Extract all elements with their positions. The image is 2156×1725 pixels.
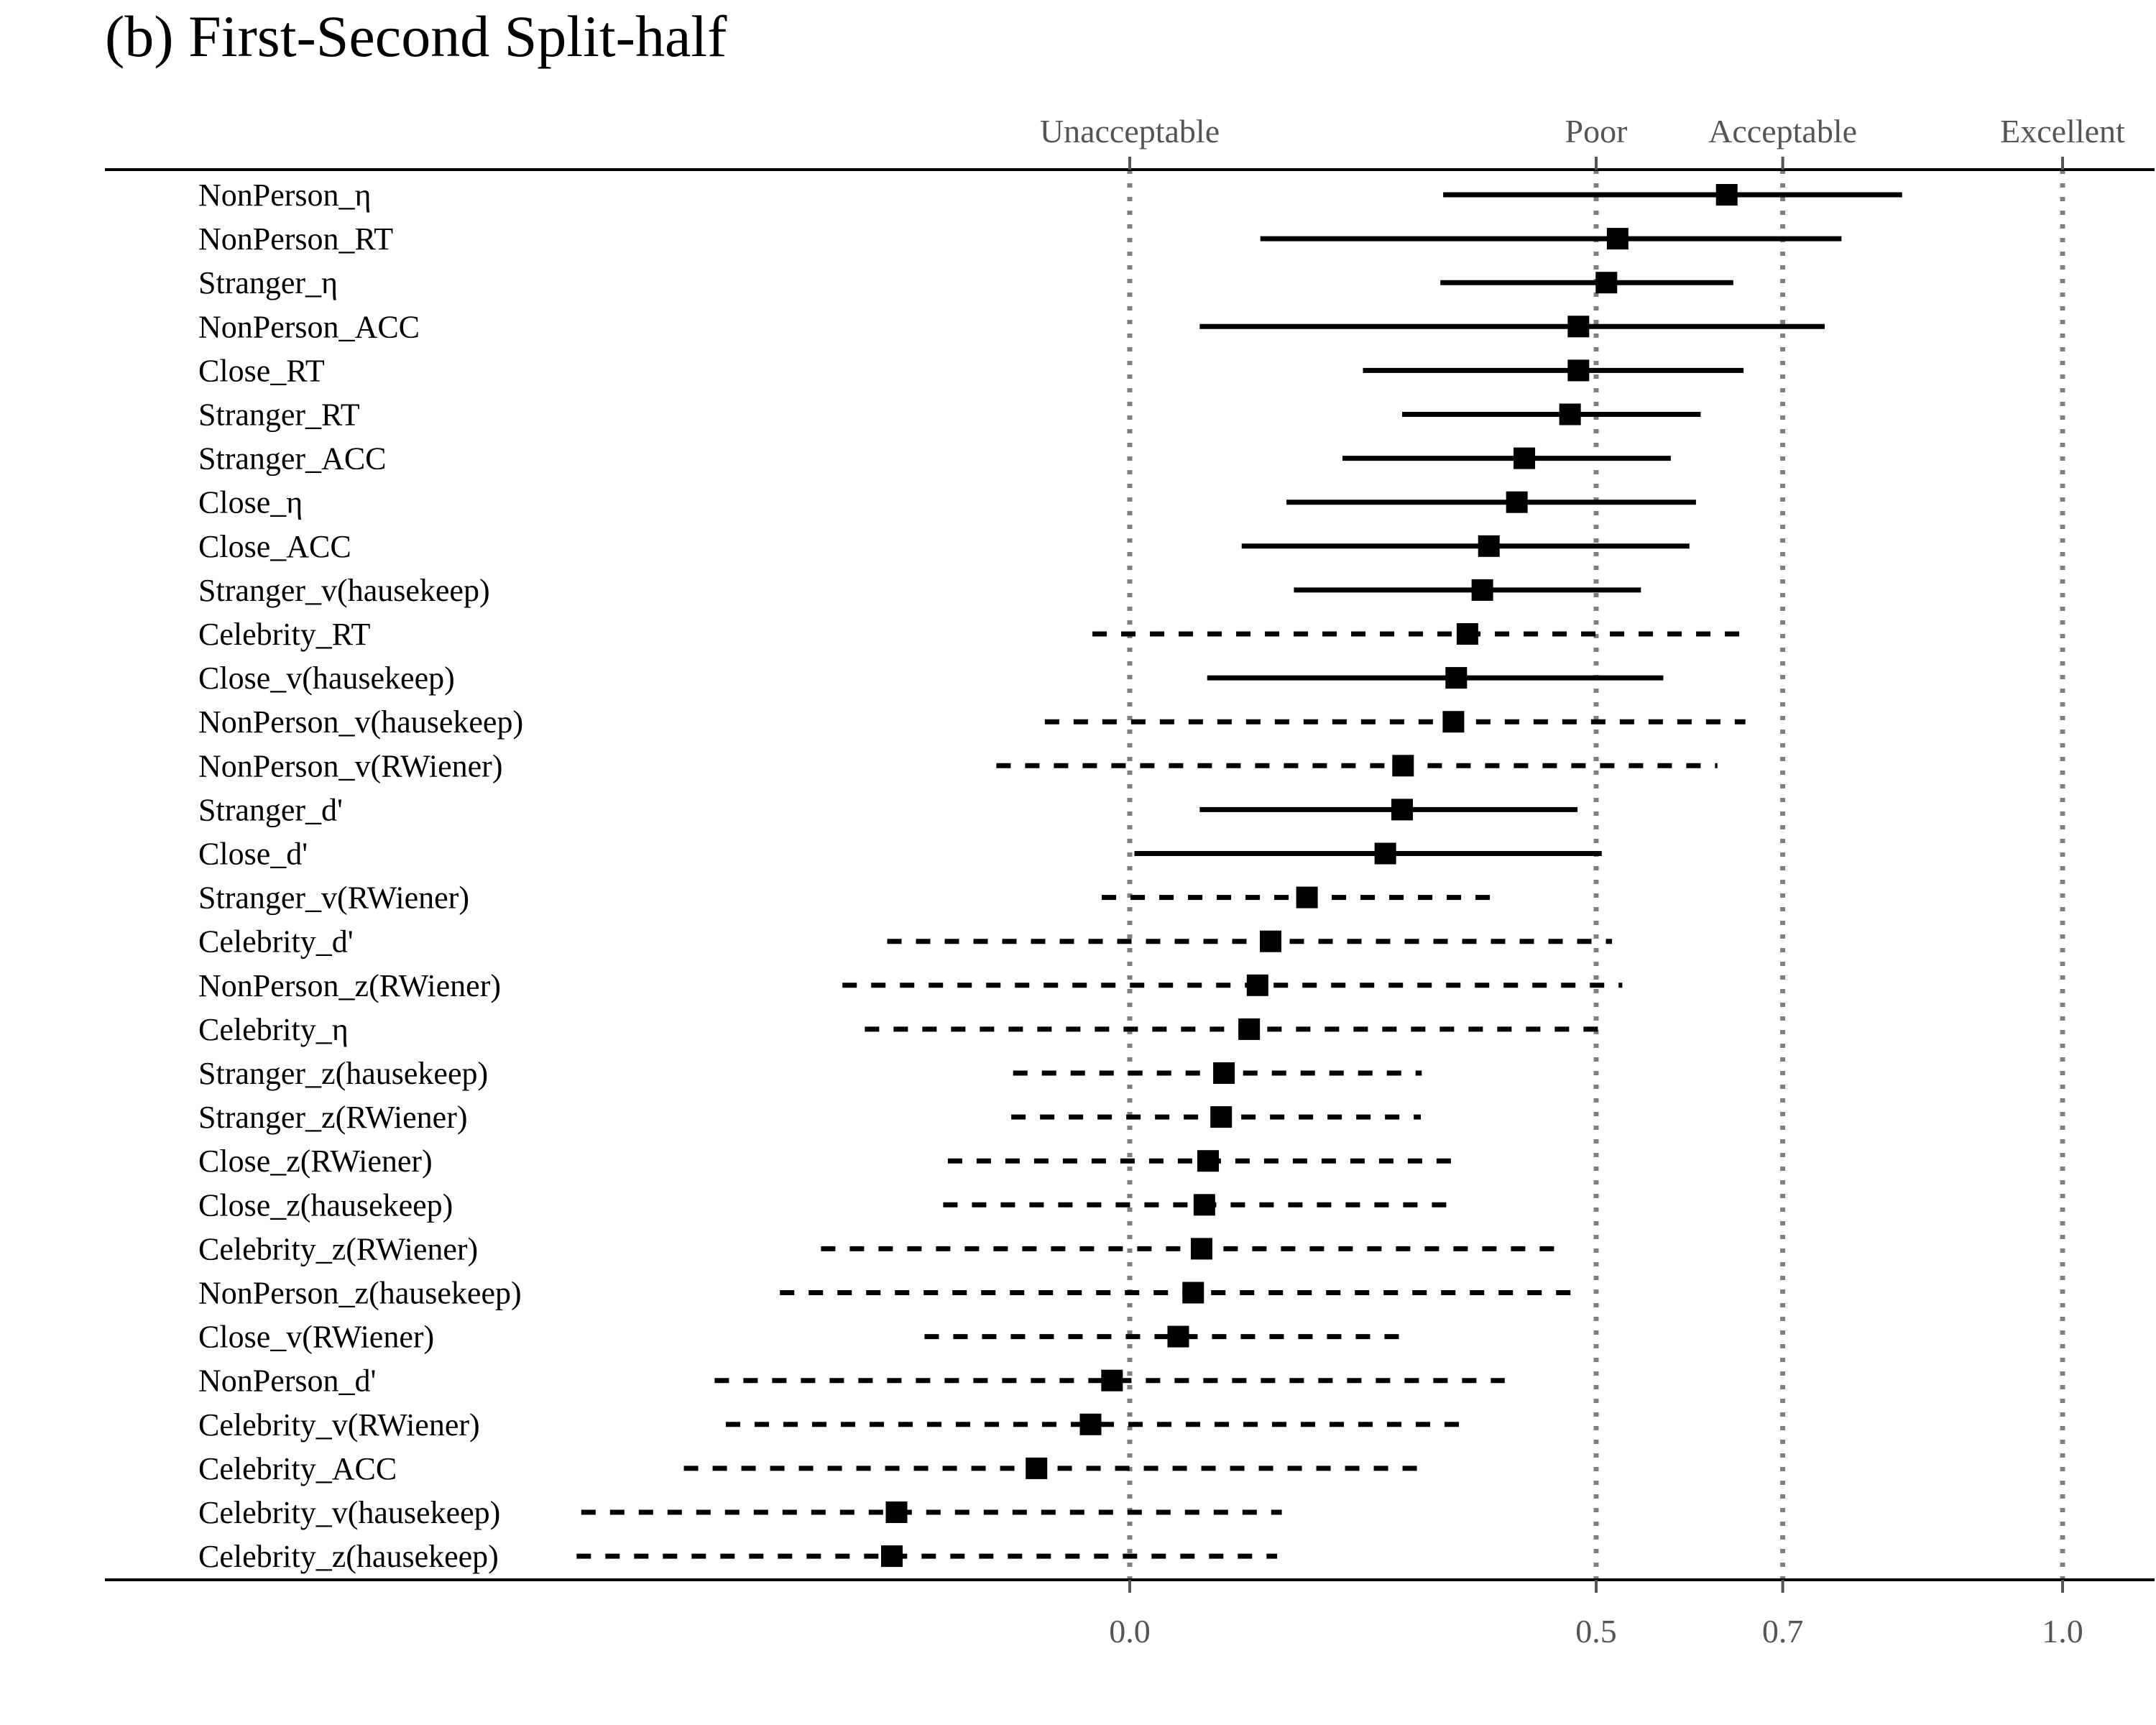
chart-title: (b) First-Second Split-half	[105, 4, 727, 69]
row-label: Stranger_v(RWiener)	[198, 880, 469, 916]
point-estimate	[1213, 1062, 1235, 1084]
row-label: Stranger_ACC	[198, 441, 387, 477]
point-estimate	[1442, 711, 1465, 733]
row-label: NonPerson_η	[198, 178, 372, 213]
point-estimate	[1197, 1150, 1220, 1172]
row-label: Celebrity_z(RWiener)	[198, 1231, 478, 1266]
point-estimate	[1471, 579, 1493, 601]
point-estimate	[1193, 1194, 1215, 1216]
row-label: Close_z(hausekeep)	[198, 1187, 453, 1223]
row-label: Celebrity_z(hausekeep)	[198, 1539, 499, 1574]
row-label: Close_v(RWiener)	[198, 1320, 434, 1355]
point-estimate	[1606, 228, 1628, 250]
point-estimate	[1182, 1282, 1204, 1304]
point-estimate	[1210, 1106, 1233, 1128]
row-label: Close_z(RWiener)	[198, 1144, 433, 1179]
row-labels: NonPerson_η NonPerson_RT Stranger_η NonPers…	[198, 178, 523, 1574]
reference-label-poor: Poor	[1565, 113, 1628, 150]
row-label: Celebrity_v(RWiener)	[198, 1407, 480, 1443]
x-tick-label: 0.5	[1575, 1613, 1617, 1650]
row-label: Celebrity_ACC	[198, 1451, 397, 1486]
point-estimate	[1167, 1325, 1189, 1348]
point-estimate	[1296, 886, 1318, 908]
confidence-intervals	[576, 192, 1902, 1559]
reference-label-acceptable: Acceptable	[1708, 113, 1857, 150]
row-label: Stranger_η	[198, 265, 338, 300]
point-estimate	[1456, 623, 1478, 645]
row-label: Stranger_z(RWiener)	[198, 1100, 468, 1135]
x-tick-label: 0.7	[1762, 1613, 1804, 1650]
point-estimate	[1259, 930, 1281, 952]
point-estimate	[1392, 755, 1414, 777]
point-estimate	[1391, 799, 1414, 821]
point-estimate	[1079, 1413, 1102, 1435]
row-label: Celebrity_η	[198, 1012, 349, 1047]
point-estimate	[1374, 842, 1396, 865]
row-label: Close_RT	[198, 353, 325, 388]
point-estimate	[1026, 1457, 1048, 1479]
row-label: NonPerson_RT	[198, 221, 393, 257]
point-estimate	[885, 1501, 908, 1523]
row-label: NonPerson_z(hausekeep)	[198, 1276, 522, 1311]
row-label: Close_η	[198, 485, 303, 520]
row-label: Stranger_RT	[198, 397, 360, 433]
point-estimate	[1101, 1369, 1123, 1392]
row-label: Stranger_v(hausekeep)	[198, 573, 490, 608]
row-label: Celebrity_v(hausekeep)	[198, 1495, 500, 1530]
point-estimate	[1715, 184, 1738, 206]
point-estimate	[1246, 974, 1268, 996]
point-estimate	[1567, 316, 1590, 338]
x-tick-label: 0.0	[1109, 1613, 1151, 1650]
row-label: Celebrity_RT	[198, 617, 370, 652]
point-estimate	[1478, 535, 1500, 557]
point-estimates	[881, 184, 1738, 1568]
row-label: Close_v(hausekeep)	[198, 661, 455, 696]
row-label: Close_ACC	[198, 529, 351, 564]
point-estimate	[1506, 491, 1528, 513]
row-label: Celebrity_d'	[198, 924, 354, 960]
row-label: Stranger_d'	[198, 792, 343, 827]
row-label: NonPerson_ACC	[198, 309, 420, 344]
point-estimate	[1514, 447, 1536, 469]
row-label: NonPerson_d'	[198, 1363, 376, 1399]
point-estimate	[1445, 667, 1468, 689]
reference-lines	[1127, 170, 2065, 1580]
row-label: NonPerson_z(RWiener)	[198, 968, 501, 1003]
point-estimate	[1559, 403, 1581, 426]
point-estimate	[1567, 359, 1590, 382]
row-label: NonPerson_v(hausekeep)	[198, 704, 523, 740]
row-label: Close_d'	[198, 837, 308, 872]
point-estimate	[881, 1545, 903, 1568]
x-axis-ticks: 0.0 0.5 0.7 1.0	[1109, 1580, 2083, 1650]
reference-label-unacceptable: Unacceptable	[1040, 113, 1220, 150]
row-label: NonPerson_v(RWiener)	[198, 748, 502, 783]
point-estimate	[1190, 1238, 1212, 1260]
point-estimate	[1238, 1018, 1261, 1040]
point-estimate	[1595, 272, 1618, 294]
x-tick-label: 1.0	[2042, 1613, 2083, 1650]
row-label: Stranger_z(hausekeep)	[198, 1056, 488, 1091]
axis-frame: Unacceptable Poor Acceptable Excellent	[105, 113, 2155, 1581]
reference-label-excellent: Excellent	[2000, 113, 2125, 150]
